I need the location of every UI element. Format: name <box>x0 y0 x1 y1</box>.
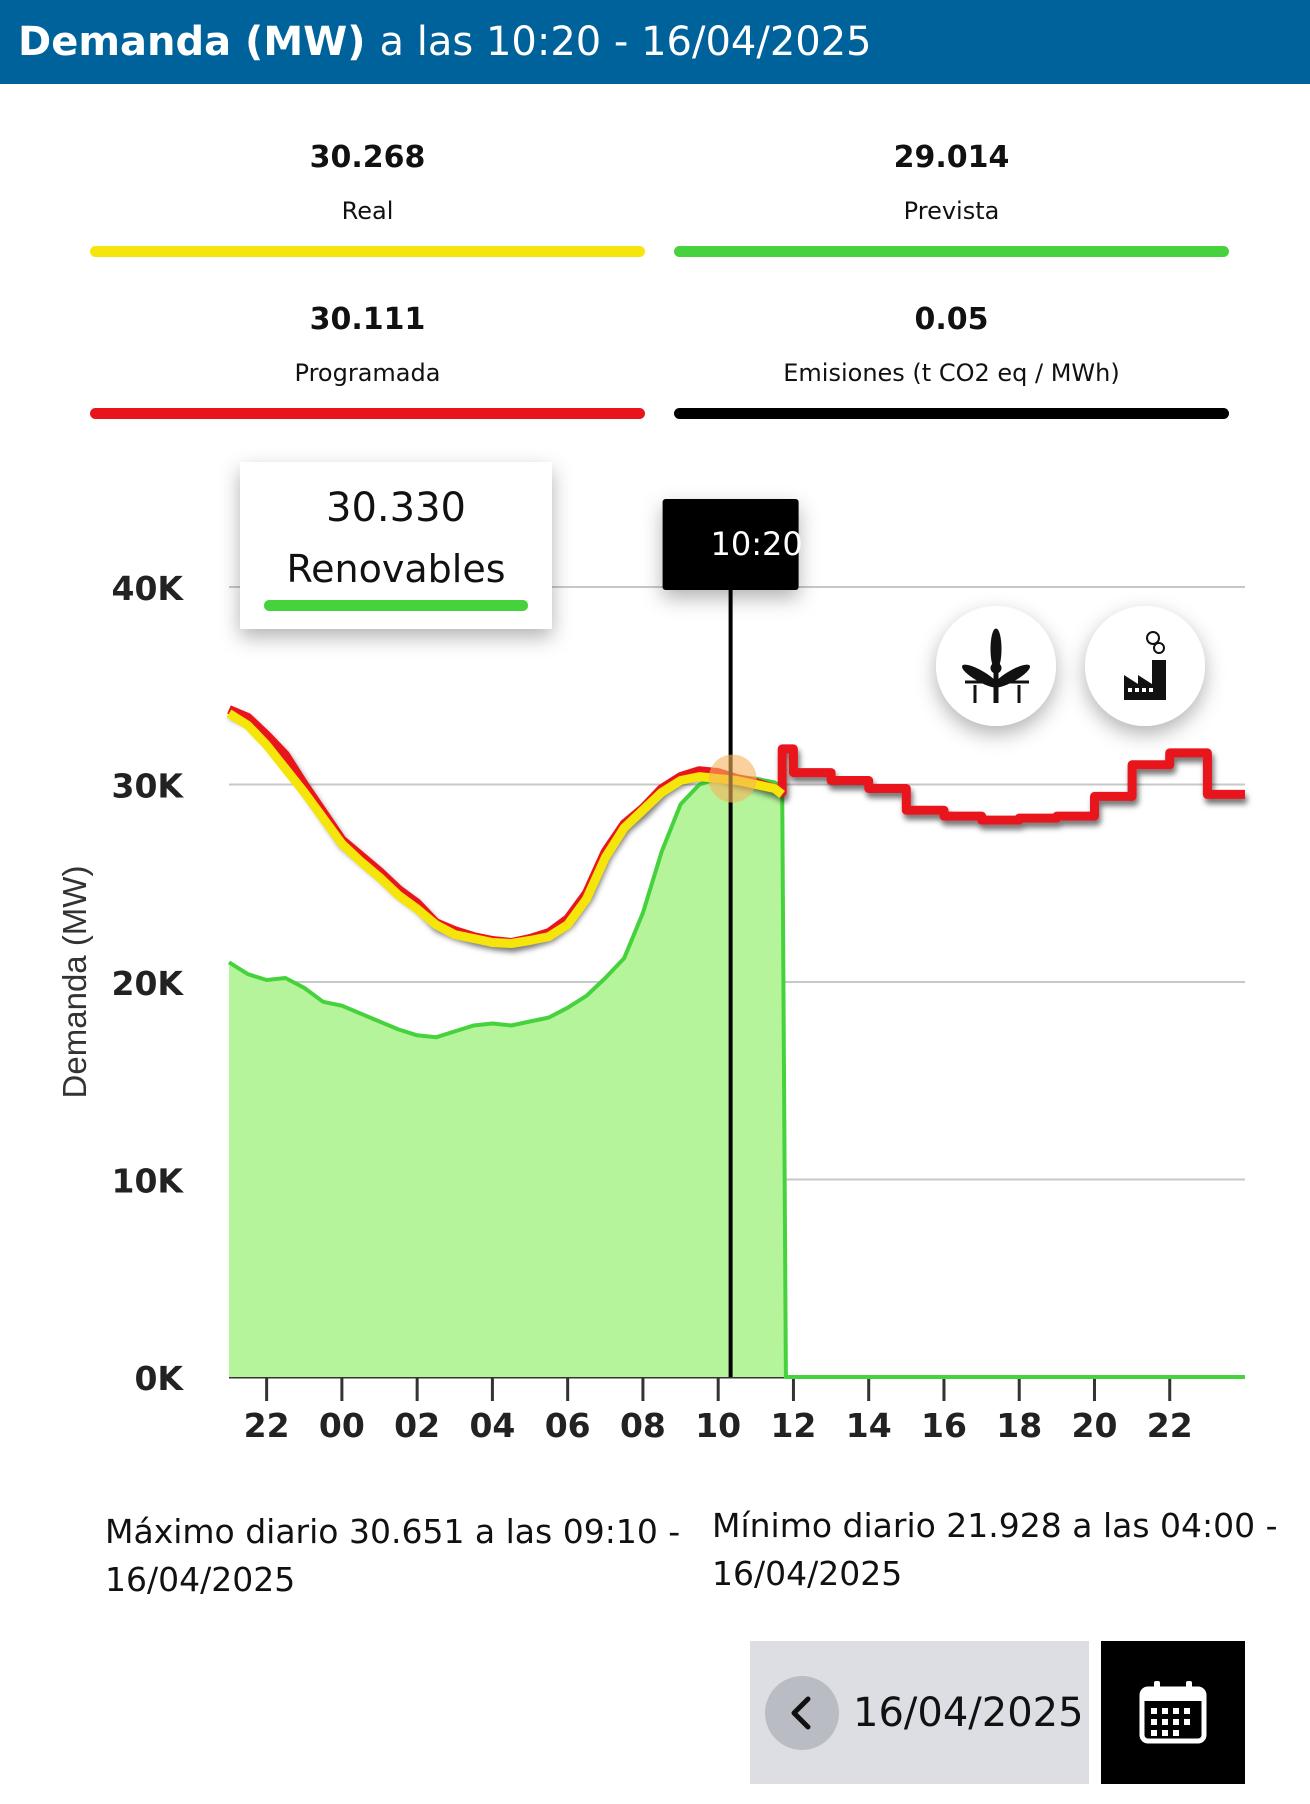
x-tick-label: 00 <box>319 1406 365 1445</box>
app-header: Demanda (MW) a las 10:20 - 16/04/2025 <box>0 0 1310 84</box>
previous-day-button[interactable] <box>765 1675 839 1750</box>
factory-icon <box>1124 631 1166 700</box>
stat-programada[interactable]: 30.111 Programada <box>90 302 645 419</box>
x-tick-label: 16 <box>921 1406 967 1445</box>
x-tick-label: 22 <box>1147 1406 1193 1445</box>
header-title-bold: Demanda (MW) <box>18 19 366 65</box>
calendar-icon <box>1139 1680 1207 1743</box>
x-tick-label: 10 <box>695 1406 741 1445</box>
y-tick-label: 30K <box>112 767 185 806</box>
tooltip-label: Renovables <box>286 547 505 591</box>
stat-emisiones-label: Emisiones (t CO2 eq / MWh) <box>783 359 1120 387</box>
header-title-rest: a las 10:20 - 16/04/2025 <box>379 19 872 65</box>
selected-date: 16/04/2025 <box>853 1689 1084 1736</box>
y-axis-ticks: 0K 10K 20K 30K 40K <box>112 569 185 1398</box>
stat-prevista[interactable]: 29.014 Prevista <box>674 140 1229 257</box>
stat-real-label: Real <box>341 197 394 225</box>
stat-prevista-value: 29.014 <box>893 140 1010 175</box>
wind-turbine-icon <box>962 628 1030 703</box>
stat-real-value: 30.268 <box>309 140 426 175</box>
stat-prevista-label: Prevista <box>903 197 1000 225</box>
x-tick-label: 08 <box>620 1406 666 1445</box>
stat-real-color-bar <box>90 246 645 257</box>
stat-programada-label: Programada <box>294 359 441 387</box>
daily-max-text: Máximo diario 30.651 a las 09:10 - 16/04… <box>105 1512 681 1599</box>
x-tick-label: 18 <box>996 1406 1042 1445</box>
x-tick-label: 14 <box>846 1406 892 1445</box>
y-tick-label: 0K <box>134 1359 184 1398</box>
value-tooltip: 30.330 Renovables <box>240 462 552 629</box>
stat-emisiones-value: 0.05 <box>914 302 989 337</box>
y-axis-title: Demanda (MW) <box>56 866 93 1099</box>
stat-emisiones[interactable]: 0.05 Emisiones (t CO2 eq / MWh) <box>674 302 1229 419</box>
stat-programada-value: 30.111 <box>309 302 426 337</box>
x-axis: 22 00 02 04 06 08 10 12 14 16 18 20 22 <box>229 1375 1245 1445</box>
daily-min-text: Mínimo diario 21.928 a las 04:00 - 16/04… <box>712 1506 1278 1593</box>
calendar-button[interactable] <box>1101 1641 1245 1784</box>
date-selector[interactable]: 16/04/2025 <box>750 1641 1089 1784</box>
chevron-left-icon <box>791 1696 811 1729</box>
cursor-time-label: 10:20 <box>710 525 802 563</box>
stat-prevista-color-bar <box>674 246 1229 257</box>
tooltip-color-bar <box>264 600 528 611</box>
real-line <box>226 709 785 948</box>
tooltip-value: 30.330 <box>326 485 466 531</box>
x-tick-label: 22 <box>244 1406 290 1445</box>
y-tick-label: 20K <box>112 964 185 1003</box>
cursor-label-box <box>662 499 799 590</box>
x-tick-label: 04 <box>469 1406 515 1445</box>
cursor-highlight-dot <box>708 754 757 803</box>
stat-real[interactable]: 30.268 Real <box>90 140 645 257</box>
renovables-area <box>229 776 786 1377</box>
factory-toggle-button[interactable] <box>1085 606 1205 726</box>
y-tick-label: 10K <box>112 1162 185 1201</box>
y-tick-label: 40K <box>112 569 185 608</box>
x-tick-label: 12 <box>770 1406 816 1445</box>
x-tick-label: 20 <box>1072 1406 1118 1445</box>
stat-emisiones-color-bar <box>674 408 1229 419</box>
x-tick-label: 06 <box>545 1406 591 1445</box>
wind-toggle-button[interactable] <box>936 606 1056 726</box>
chart-series <box>226 705 1245 1379</box>
time-cursor[interactable]: 10:20 <box>662 499 803 1377</box>
stat-programada-color-bar <box>90 408 645 419</box>
x-tick-label: 02 <box>394 1406 440 1445</box>
